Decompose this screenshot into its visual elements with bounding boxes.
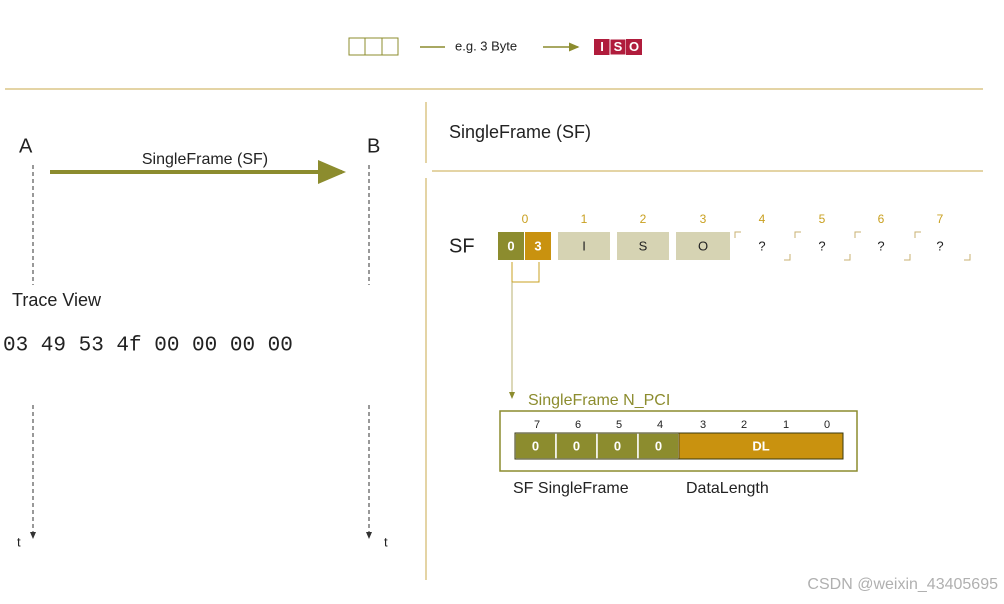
field-label: DataLength (686, 480, 769, 497)
pci-nibble: 3 (534, 238, 541, 253)
payload-byte: ? (936, 238, 943, 253)
node-b: B (367, 135, 380, 157)
bit-index: 4 (657, 419, 663, 431)
dl-field: DL (752, 438, 769, 453)
legend-text: e.g. 3 Byte (455, 38, 517, 53)
watermark: CSDN @weixin_43405695 (807, 576, 998, 593)
pci-nibble: 0 (507, 238, 514, 253)
iso-letter: O (629, 39, 639, 54)
trace-label: Trace View (12, 290, 102, 310)
node-a: A (19, 135, 33, 157)
bit-index: 6 (575, 419, 581, 431)
bit-index: 1 (783, 419, 789, 431)
bit-index: 7 (534, 419, 540, 431)
trace-bytes: 03 49 53 4f 00 00 00 00 (3, 335, 293, 358)
sequence: A B SingleFrame (SF) Trace View 03 49 53… (3, 135, 388, 549)
iso-letter: I (600, 39, 604, 54)
bit-index: 0 (824, 419, 830, 431)
message-label: SingleFrame (SF) (142, 151, 268, 168)
payload-byte: I (582, 238, 586, 253)
payload-byte: O (698, 238, 708, 253)
frame: SingleFrame (SF) SF 0 1 2 3 4 5 6 7 0 3 … (449, 122, 971, 399)
byte-box (348, 37, 399, 56)
payload-byte: ? (877, 238, 884, 253)
bit: 0 (614, 438, 621, 453)
field-label: SF SingleFrame (513, 480, 629, 497)
byte-index: 0 (522, 212, 529, 226)
byte-index: 4 (759, 212, 766, 226)
byte-index: 2 (640, 212, 647, 226)
bit: 0 (532, 438, 539, 453)
time-label: t (384, 534, 388, 549)
byte-index: 3 (700, 212, 707, 226)
iso-letter: S (614, 39, 623, 54)
time-label: t (17, 534, 21, 549)
byte-index: 5 (819, 212, 826, 226)
payload-byte: ? (758, 238, 765, 253)
bit: 0 (655, 438, 662, 453)
frame-title: SingleFrame (SF) (449, 122, 591, 142)
bit-index: 5 (616, 419, 622, 431)
payload-byte: S (639, 238, 648, 253)
byte-index: 1 (581, 212, 588, 226)
byte-index: 7 (937, 212, 944, 226)
bit: 0 (573, 438, 580, 453)
legend: e.g. 3 Byte I S O (348, 37, 642, 56)
payload-byte: ? (818, 238, 825, 253)
byte-index: 6 (878, 212, 885, 226)
pci-title: SingleFrame N_PCI (528, 392, 670, 409)
bit-index: 3 (700, 419, 706, 431)
row-label: SF (449, 235, 475, 257)
pci: SingleFrame N_PCI 7 6 5 4 3 2 1 0 0 0 0 … (499, 392, 858, 497)
bit-index: 2 (741, 419, 747, 431)
